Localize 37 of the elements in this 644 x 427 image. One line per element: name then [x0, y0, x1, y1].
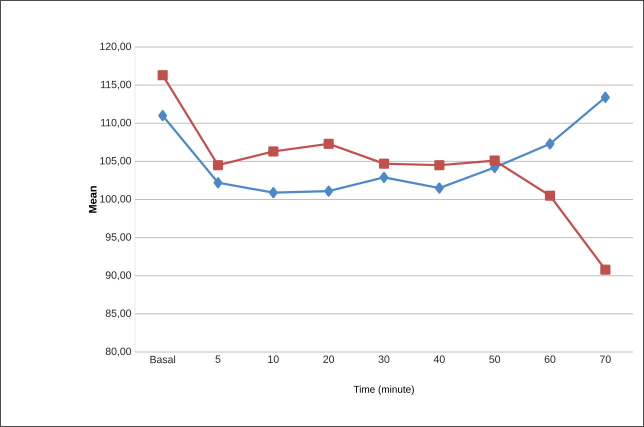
point [158, 70, 168, 80]
point [214, 177, 222, 188]
x-tick-label: 40 [434, 356, 445, 363]
x-tick-label: 50 [489, 356, 500, 363]
y-tick-label: 115,00 [101, 80, 132, 90]
x-tick-label: 10 [268, 356, 279, 363]
x-axis-title: Time (minute) [354, 386, 414, 395]
point [378, 158, 390, 169]
point [268, 146, 278, 157]
point [600, 92, 610, 103]
x-tick-label: 70 [600, 356, 611, 363]
point [324, 138, 334, 149]
y-tick-label: 90,00 [106, 271, 132, 280]
point [544, 190, 556, 201]
point [434, 182, 444, 194]
y-tick-label: 100,00 [100, 195, 132, 204]
y-axis-title: Mean [89, 186, 97, 213]
x-tick-label: 60 [544, 356, 556, 363]
x-tick-label: 5 [216, 356, 220, 363]
y-tick-label: 95,00 [106, 233, 132, 242]
point [600, 264, 610, 275]
point [158, 110, 168, 122]
point [546, 138, 554, 150]
point [434, 160, 444, 170]
y-tick-label: 120,00 [100, 42, 132, 52]
y-tick-label: 110,00 [101, 118, 132, 128]
point [212, 160, 224, 170]
x-tick-label: Basal [150, 356, 176, 364]
x-tick-label: 30 [378, 356, 390, 363]
point [268, 187, 278, 198]
y-tick-label: 105,00 [100, 157, 132, 166]
point [490, 156, 500, 166]
y-tick-label: 85,00 [106, 310, 132, 318]
y-tick-label: 80,00 [106, 348, 132, 356]
point [324, 186, 334, 197]
x-tick-label: 20 [323, 356, 334, 363]
point [380, 172, 388, 183]
